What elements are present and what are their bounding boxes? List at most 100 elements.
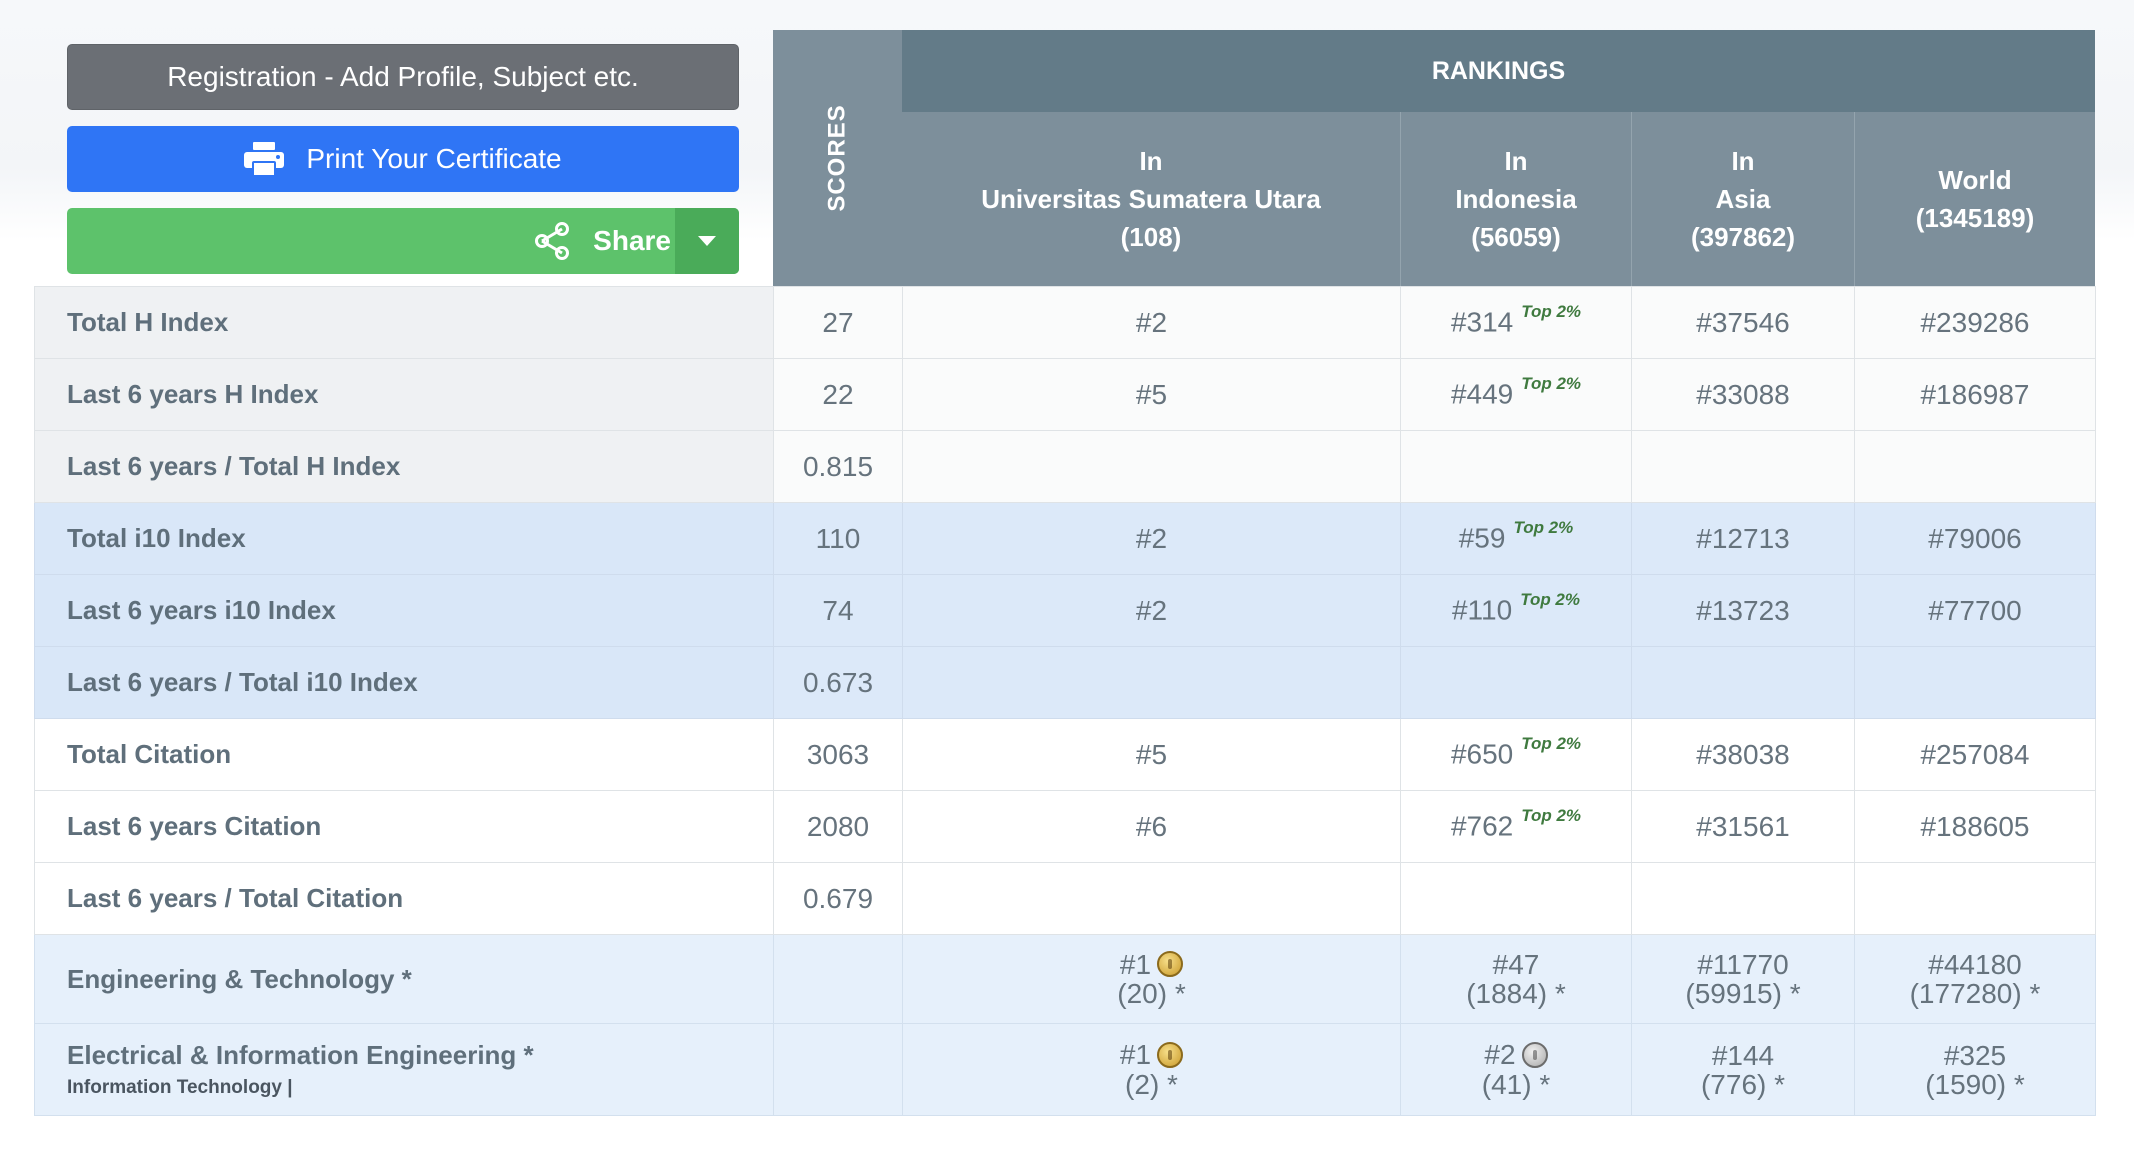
top-percent-badge: Top 2% [1520, 590, 1581, 610]
registration-button-label: Registration - Add Profile, Subject etc. [167, 61, 639, 92]
row-label: Total i10 Index [34, 502, 774, 575]
subject-sublabel: Information Technology | [67, 1077, 293, 1098]
rank-value: #650 [1450, 738, 1514, 770]
table-row: Last 6 years H Index 22 #5 #449 Top 2% #3… [34, 358, 2096, 431]
rank-value: #44180 [1928, 949, 2022, 980]
rank-value: #762 [1450, 810, 1514, 842]
row-label: Last 6 years Citation [34, 790, 774, 863]
rank-university-cell: #2 [902, 574, 1401, 647]
rank-world-cell: #77700 [1854, 574, 2096, 647]
scores-header: SCORES [773, 30, 902, 286]
column-header-line: Universitas Sumatera Utara [981, 184, 1321, 214]
rank-country-cell: #449 Top 2% [1400, 358, 1632, 431]
registration-button[interactable]: Registration - Add Profile, Subject etc. [67, 44, 739, 110]
score-cell: 74 [773, 574, 903, 647]
rank-country-cell [1400, 862, 1632, 935]
rank-university-cell: #5 [902, 718, 1401, 791]
row-label: Total Citation [34, 718, 774, 791]
rank-university-cell: #2 [902, 502, 1401, 575]
rank-world-cell: #325 (1590) * [1854, 1023, 2096, 1116]
chevron-down-icon [698, 236, 716, 246]
scores-header-label: SCORES [823, 104, 851, 212]
print-certificate-button[interactable]: Print Your Certificate [67, 126, 739, 192]
rank-country-cell: #2 (41) * [1400, 1023, 1632, 1116]
score-cell: 22 [773, 358, 903, 431]
score-cell: 2080 [773, 790, 903, 863]
rank-university-cell: #1 (20) * [902, 934, 1401, 1024]
rank-world-cell: #239286 [1854, 286, 2096, 359]
rank-country-cell: #314 Top 2% [1400, 286, 1632, 359]
rank-value: #144 [1711, 1039, 1775, 1071]
score-cell: 27 [773, 286, 903, 359]
rank-asia-cell: #33088 [1631, 358, 1855, 431]
rank-asia-cell: #38038 [1631, 718, 1855, 791]
rank-value: #110 [1451, 594, 1513, 626]
rank-country-cell [1400, 430, 1632, 503]
rank-world-cell [1854, 862, 2096, 935]
rank-asia-cell: #12713 [1631, 502, 1855, 575]
rank-country-cell: #650 Top 2% [1400, 718, 1632, 791]
rank-total: (41) * [1481, 1068, 1551, 1100]
row-label: Last 6 years / Total Citation [34, 862, 774, 935]
rank-asia-cell: #31561 [1631, 790, 1855, 863]
column-header-line: In [1504, 146, 1528, 176]
rank-asia-cell [1631, 430, 1855, 503]
rank-world-cell: #257084 [1854, 718, 2096, 791]
share-icon [535, 222, 570, 260]
column-header-line: (397862) [1690, 222, 1796, 252]
rankings-header-label: RANKINGS [1431, 56, 1566, 85]
column-header-line: In [1731, 146, 1755, 176]
rank-value: #1 [1119, 1039, 1152, 1071]
column-header-world: World (1345189) [1854, 112, 2095, 286]
column-header-university: In Universitas Sumatera Utara (108) [902, 112, 1400, 286]
rank-university-cell: #2 [902, 286, 1401, 359]
rank-university-cell [902, 430, 1401, 503]
rank-asia-cell: #11770 (59915) * [1631, 934, 1855, 1024]
table-row: Total Citation 3063 #5 #650 Top 2% #38038… [34, 718, 2096, 791]
silver-medal-icon [1521, 1041, 1548, 1068]
rank-value: #59 [1458, 522, 1506, 554]
share-dropdown-toggle[interactable] [675, 208, 739, 274]
rank-total: (776) * [1700, 1068, 1786, 1100]
rank-world-cell: #44180 (177280) * [1854, 934, 2096, 1024]
rank-total: (59915) * [1685, 978, 1801, 1009]
top-percent-badge: Top 2% [1521, 302, 1582, 322]
rank-value: #325 [1943, 1039, 2007, 1071]
score-cell: 0.673 [773, 646, 903, 719]
table-row: Last 6 years / Total i10 Index 0.673 [34, 646, 2096, 719]
column-header-line: Asia [1715, 184, 1771, 214]
share-button[interactable]: Share [67, 208, 739, 274]
rank-country-cell: #59 Top 2% [1400, 502, 1632, 575]
rank-country-cell: #762 Top 2% [1400, 790, 1632, 863]
column-header-line: (108) [1120, 222, 1182, 252]
score-cell: 110 [773, 502, 903, 575]
subject-label: Engineering & Technology * [34, 934, 774, 1024]
rankings-header: RANKINGS [902, 30, 2095, 112]
score-cell: 0.815 [773, 430, 903, 503]
row-label: Last 6 years i10 Index [34, 574, 774, 647]
rank-total: (2) * [1125, 1068, 1178, 1100]
row-label: Total H Index [34, 286, 774, 359]
rank-value: #11770 [1697, 949, 1789, 980]
score-cell: 3063 [773, 718, 903, 791]
row-label: Last 6 years / Total H Index [34, 430, 774, 503]
rank-world-cell: #79006 [1854, 502, 2096, 575]
table-row: Total i10 Index 110 #2 #59 Top 2% #12713 … [34, 502, 2096, 575]
rank-asia-cell [1631, 862, 1855, 935]
rank-value: #47 [1492, 949, 1540, 980]
rank-asia-cell: #13723 [1631, 574, 1855, 647]
printer-icon [244, 142, 285, 176]
print-certificate-label: Print Your Certificate [306, 143, 562, 174]
rank-world-cell: #188605 [1854, 790, 2096, 863]
subject-row: Engineering & Technology * #1 (20) * #47… [34, 934, 2096, 1024]
rank-country-cell [1400, 646, 1632, 719]
score-cell [773, 934, 903, 1024]
gold-medal-icon [1157, 951, 1184, 978]
share-label: Share [593, 225, 671, 256]
subject-row: Electrical & Information Engineering * I… [34, 1023, 2096, 1116]
row-label: Last 6 years H Index [34, 358, 774, 431]
rank-total: (20) * [1117, 978, 1186, 1010]
gold-medal-icon [1157, 1041, 1184, 1068]
rank-total: (1884) * [1466, 978, 1566, 1009]
